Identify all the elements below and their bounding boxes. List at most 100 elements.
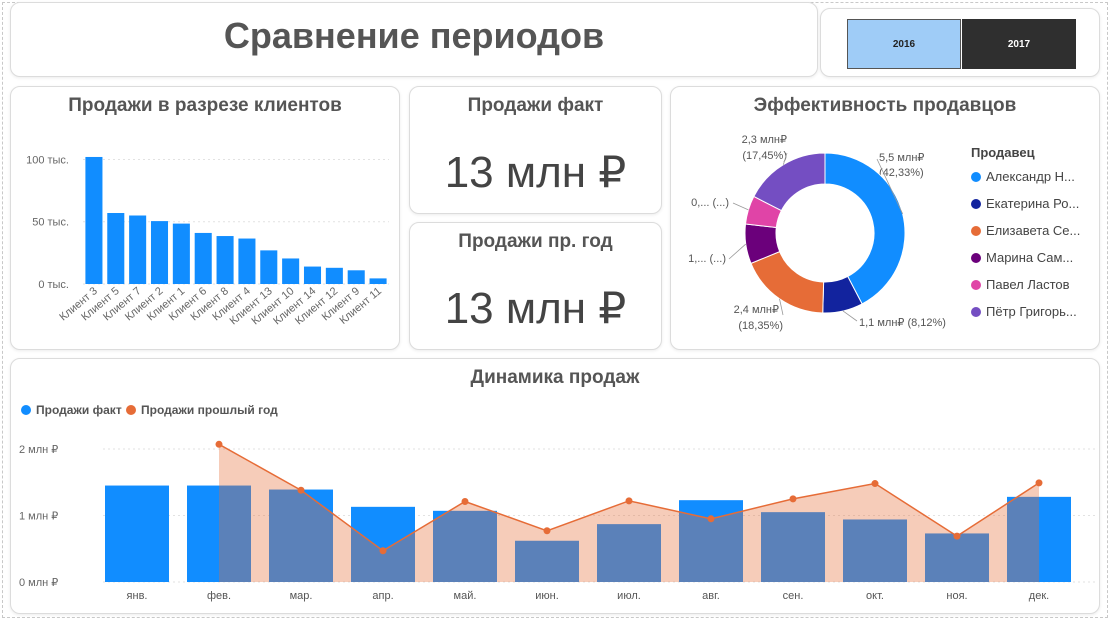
- dynamics-combo-chart[interactable]: 2 млн ₽ 1 млн ₽ 0 млн ₽ янв. фев. мар. апр. май…: [11, 359, 1099, 613]
- clients-bar[interactable]: [325, 267, 343, 284]
- slice-label-ekaterina: 1,1 млн₽ (8,12%): [859, 317, 946, 329]
- donut-slice[interactable]: [753, 152, 826, 212]
- dyn-legend-fact[interactable]: Продажи факт: [21, 403, 122, 417]
- donut-leader-line: [728, 243, 747, 260]
- clients-bar[interactable]: [282, 258, 300, 284]
- dynamics-prev-point[interactable]: [297, 486, 305, 494]
- clients-y-tick: 50 тыс.: [32, 217, 69, 229]
- clients-bar[interactable]: [369, 278, 387, 284]
- slice-label-pavel: 0,... (...): [691, 197, 729, 209]
- legend-item[interactable]: Елизавета Се...: [971, 223, 1080, 238]
- clients-y-tick: 100 тыс.: [26, 154, 69, 166]
- legend-fact-dot: [21, 405, 31, 415]
- dynamics-x-tick: сен.: [783, 590, 804, 602]
- kpi-prev-value: 13 млн ₽: [444, 284, 627, 333]
- dynamics-fact-bar[interactable]: [269, 489, 333, 582]
- dynamics-prev-point[interactable]: [1035, 479, 1043, 487]
- kpi-prev-card[interactable]: Продажи пр. год 13 млн ₽: [409, 222, 662, 350]
- legend-dot: [971, 252, 981, 263]
- donut-slice[interactable]: [824, 152, 906, 305]
- dynamics-fact-bar[interactable]: [187, 485, 251, 582]
- clients-bar[interactable]: [303, 266, 322, 284]
- legend-dot: [971, 225, 981, 236]
- dynamics-prev-point[interactable]: [379, 547, 387, 555]
- dynamics-y-tick: 0 млн ₽: [19, 577, 58, 589]
- clients-bar[interactable]: [238, 238, 256, 284]
- dynamics-prev-point[interactable]: [953, 532, 961, 540]
- dynamics-fact-bar[interactable]: [515, 540, 579, 582]
- dynamics-prev-point[interactable]: [461, 498, 469, 506]
- kpi-fact-value: 13 млн ₽: [444, 148, 627, 197]
- clients-y-tick: 0 тыс.: [38, 279, 69, 291]
- sellers-chart-title: Эффективность продавцов: [753, 95, 1017, 116]
- sellers-donut-card[interactable]: Эффективность продавцов 5,5 млн₽ (42,33%…: [670, 86, 1100, 350]
- dynamics-fact-bar[interactable]: [1007, 496, 1071, 582]
- clients-bar[interactable]: [85, 156, 103, 284]
- legend-prev-label: Продажи прошлый год: [141, 403, 278, 417]
- dynamics-fact-bar[interactable]: [925, 533, 989, 582]
- dyn-legend-prev[interactable]: Продажи прошлый год: [126, 403, 278, 417]
- clients-bar[interactable]: [129, 215, 147, 285]
- dynamics-x-tick: дек.: [1029, 590, 1049, 602]
- dynamics-prev-point[interactable]: [215, 440, 223, 448]
- legend-item[interactable]: Марина Сам...: [971, 250, 1073, 265]
- legend-label: Александр Н...: [986, 169, 1075, 184]
- legend-dot: [971, 306, 981, 317]
- year-2016-button[interactable]: 2016: [847, 19, 961, 69]
- donut-leader-line: [842, 310, 858, 322]
- dynamics-prev-point[interactable]: [625, 497, 633, 505]
- dynamics-fact-bar[interactable]: [351, 506, 415, 582]
- legend-item[interactable]: Екатерина Ро...: [971, 196, 1079, 211]
- dynamics-prev-point[interactable]: [789, 495, 797, 503]
- dynamics-x-tick: фев.: [207, 590, 231, 602]
- clients-bar[interactable]: [172, 223, 190, 284]
- donut-leader-line: [732, 202, 749, 211]
- dynamics-x-tick: авг.: [702, 590, 720, 602]
- kpi-fact-card[interactable]: Продажи факт 13 млн ₽: [409, 86, 662, 214]
- dynamics-prev-point[interactable]: [707, 515, 715, 523]
- clients-bar[interactable]: [107, 213, 125, 284]
- clients-chart-card[interactable]: Продажи в разрезе клиентов 100 тыс. 50 ты…: [10, 86, 400, 350]
- dynamics-fact-bar[interactable]: [843, 519, 907, 582]
- year-slicer: 2016 2017: [820, 8, 1100, 77]
- clients-bar[interactable]: [347, 270, 365, 284]
- legend-label: Павел Ластов: [986, 277, 1070, 292]
- dynamics-x-tick: мар.: [290, 590, 313, 602]
- dynamics-x-tick: ноя.: [946, 590, 967, 602]
- title-card: Сравнение периодов: [10, 2, 818, 77]
- year-2017-button[interactable]: 2017: [962, 19, 1076, 69]
- sellers-donut-chart[interactable]: 5,5 млн₽ (42,33%) 1,1 млн₽ (8,12%) 2,4 м…: [671, 87, 971, 349]
- legend-item[interactable]: Пётр Григорь...: [971, 304, 1077, 319]
- dynamics-prev-point[interactable]: [871, 480, 879, 488]
- dynamics-fact-bar[interactable]: [105, 485, 169, 582]
- clients-bar[interactable]: [150, 221, 169, 284]
- kpi-fact-title: Продажи факт: [467, 95, 604, 116]
- clients-bar[interactable]: [194, 232, 212, 284]
- slice-label-elizaveta-value: 2,4 млн₽: [734, 304, 779, 316]
- dynamics-fact-bar[interactable]: [761, 512, 825, 582]
- donut-leader-line: [782, 152, 788, 165]
- clients-bar[interactable]: [216, 236, 234, 284]
- dynamics-x-tick: май.: [454, 590, 477, 602]
- legend-label: Елизавета Се...: [986, 223, 1081, 238]
- legend-label: Марина Сам...: [986, 250, 1074, 265]
- page-title: Сравнение периодов: [223, 15, 605, 56]
- dynamics-prev-point[interactable]: [543, 527, 551, 535]
- legend-label: Пётр Григорь...: [986, 304, 1077, 319]
- dynamics-x-tick: апр.: [372, 590, 393, 602]
- legend-title: Продавец: [971, 145, 1035, 160]
- slice-label-aleksandr-pct: (42,33%): [879, 167, 924, 179]
- legend-dot: [971, 279, 981, 290]
- legend-item[interactable]: Павел Ластов: [971, 277, 1070, 292]
- dynamics-fact-bar[interactable]: [433, 510, 497, 582]
- legend-label: Екатерина Ро...: [986, 196, 1080, 211]
- dynamics-y-tick: 1 млн ₽: [19, 510, 58, 522]
- donut-leader-line: [876, 158, 904, 215]
- slice-label-marina: 1,... (...): [688, 253, 726, 265]
- clients-bar[interactable]: [260, 250, 278, 284]
- dynamics-chart-card[interactable]: Динамика продаж Продажи факт Продажи про…: [10, 358, 1100, 614]
- dynamics-fact-bar[interactable]: [597, 524, 661, 582]
- legend-item[interactable]: Александр Н...: [971, 169, 1075, 184]
- clients-chart-title: Продажи в разрезе клиентов: [68, 95, 342, 116]
